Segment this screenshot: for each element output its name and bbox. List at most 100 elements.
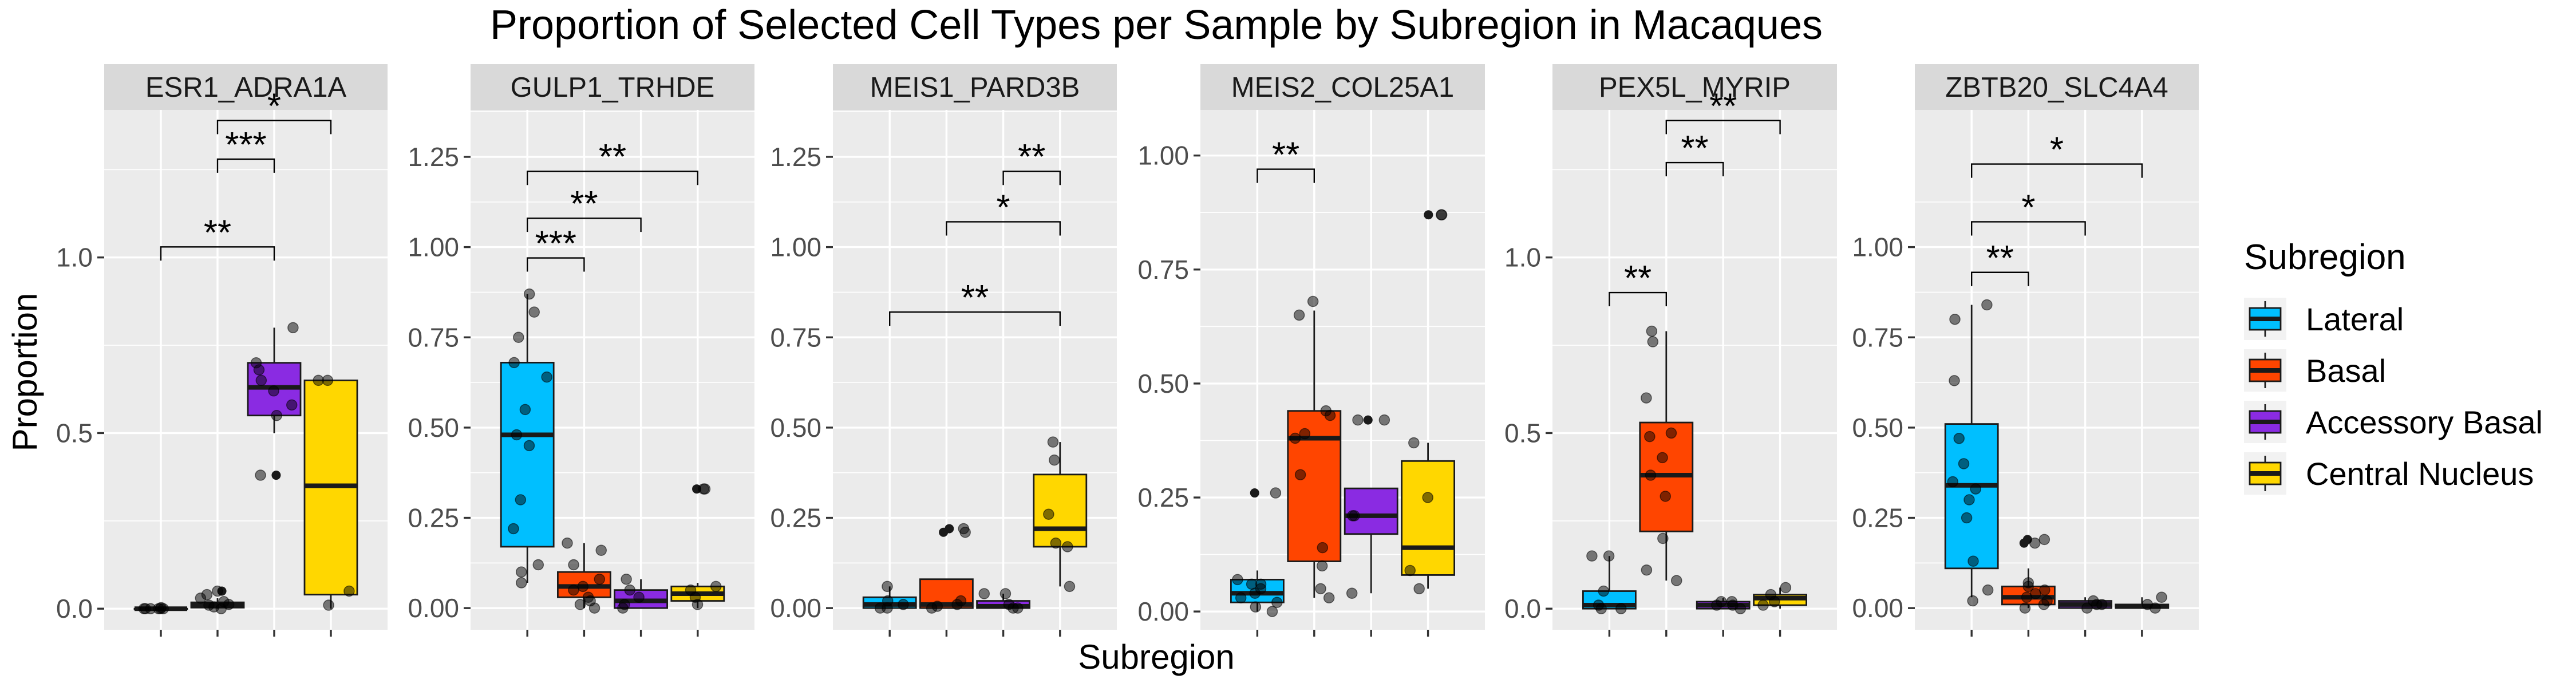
significance-bracket: *** xyxy=(216,125,275,173)
sample-point xyxy=(1324,409,1336,421)
significance-label: ** xyxy=(204,213,231,252)
sample-point xyxy=(1735,603,1747,614)
sample-point xyxy=(1961,512,1973,524)
sample-point xyxy=(1255,578,1267,590)
significance-bracket: ** xyxy=(527,184,642,232)
sample-point xyxy=(1949,313,1961,325)
box-lateral xyxy=(1582,550,1637,614)
box-accessory-basal xyxy=(2058,595,2113,614)
facet-strip xyxy=(471,64,754,110)
legend-entry: Accessory Basal xyxy=(2244,401,2543,443)
bracket-line xyxy=(889,311,1061,326)
facet-strip-label: MEIS2_COL25A1 xyxy=(1231,72,1455,103)
sample-point xyxy=(1641,392,1652,404)
sample-point xyxy=(541,371,552,383)
significance-bracket: ** xyxy=(527,137,698,185)
sample-point xyxy=(1270,487,1282,499)
y-tick-label: 0.5 xyxy=(1504,418,1541,448)
sample-point xyxy=(1307,295,1319,307)
box-accessory-basal xyxy=(976,588,1030,614)
sample-point xyxy=(1982,584,1994,596)
outlier-point xyxy=(2019,538,2029,548)
sample-point xyxy=(508,357,520,369)
sample-point xyxy=(1249,587,1261,599)
box-central-nucleus xyxy=(1033,436,1088,593)
sample-point xyxy=(287,322,299,334)
y-tick-label: 0.25 xyxy=(1137,483,1189,512)
y-tick-label: 0.75 xyxy=(408,322,459,352)
panel-background xyxy=(1552,110,1837,630)
sample-point xyxy=(1293,309,1305,321)
sample-point xyxy=(1404,564,1416,577)
sample-point xyxy=(2038,534,2050,546)
outlier-point xyxy=(271,471,281,480)
y-tick-label: 0.75 xyxy=(1852,322,1903,352)
sample-point xyxy=(584,595,596,607)
sample-point xyxy=(1043,508,1054,520)
significance-label: *** xyxy=(535,224,576,264)
significance-label: ** xyxy=(1018,137,1045,177)
sample-point xyxy=(1657,532,1669,544)
y-tick-label: 0.00 xyxy=(408,593,459,623)
sample-point xyxy=(1958,458,1970,469)
sample-point xyxy=(1963,494,1975,506)
y-tick-label: 0.75 xyxy=(1137,255,1189,285)
y-tick-label: 1.0 xyxy=(1504,243,1541,273)
sample-point xyxy=(201,589,213,601)
sample-point xyxy=(1670,575,1682,586)
sample-point xyxy=(577,581,589,593)
box-central-nucleus xyxy=(670,483,725,610)
sample-point xyxy=(511,429,523,441)
sample-point xyxy=(1981,299,1993,311)
bracket-line xyxy=(1665,120,1781,135)
sample-point xyxy=(1645,469,1657,481)
sample-point xyxy=(212,585,223,597)
box-accessory-basal xyxy=(1344,414,1398,599)
sample-point xyxy=(1657,452,1668,464)
y-tick-label: 1.25 xyxy=(408,142,459,172)
sample-point xyxy=(955,595,967,607)
legend-title: Subregion xyxy=(2244,238,2406,277)
significance-bracket: *** xyxy=(527,224,585,272)
box-basal xyxy=(557,537,611,614)
significance-label: * xyxy=(267,86,281,126)
sample-point xyxy=(1317,542,1329,554)
sample-point xyxy=(1250,601,1262,613)
box-basal xyxy=(919,523,974,614)
sample-point xyxy=(1949,375,1960,386)
legend-label: Central Nucleus xyxy=(2306,456,2534,492)
sample-point xyxy=(2019,602,2031,614)
sample-point xyxy=(1586,550,1598,562)
y-tick-label: 0.25 xyxy=(770,503,821,533)
chart-title: Proportion of Selected Cell Types per Sa… xyxy=(490,2,1823,48)
bracket-line xyxy=(527,170,698,185)
sample-point xyxy=(255,469,266,481)
sample-point xyxy=(1641,564,1653,576)
significance-label: ** xyxy=(599,137,626,177)
box-basal xyxy=(190,585,245,614)
sample-point xyxy=(1603,550,1615,562)
y-tick-label: 1.25 xyxy=(770,142,821,172)
facet-strip-label: MEIS1_PARD3B xyxy=(870,72,1080,103)
bracket-line xyxy=(1002,170,1061,185)
sample-point xyxy=(532,559,544,571)
y-tick-label: 0.00 xyxy=(770,593,821,623)
box-central-nucleus xyxy=(303,374,358,611)
box-lateral xyxy=(1230,487,1285,617)
significance-label: * xyxy=(2050,131,2064,170)
box-central-nucleus xyxy=(1401,209,1456,595)
y-tick-label: 0.0 xyxy=(56,594,93,623)
sample-point xyxy=(515,494,527,506)
outlier-point xyxy=(1250,488,1259,498)
sample-point xyxy=(1232,574,1243,586)
sample-point xyxy=(1271,597,1283,608)
box-iqr xyxy=(1401,460,1456,576)
sample-point xyxy=(523,440,535,452)
sample-point xyxy=(1349,510,1360,522)
sample-point xyxy=(692,599,704,610)
facet-strip-label: PEX5L_MYRIP xyxy=(1599,72,1791,103)
sample-point xyxy=(1064,581,1076,593)
facet-strip xyxy=(1915,64,2199,110)
sample-point xyxy=(523,288,535,300)
facet-strip-label: ESR1_ADRA1A xyxy=(145,72,347,103)
